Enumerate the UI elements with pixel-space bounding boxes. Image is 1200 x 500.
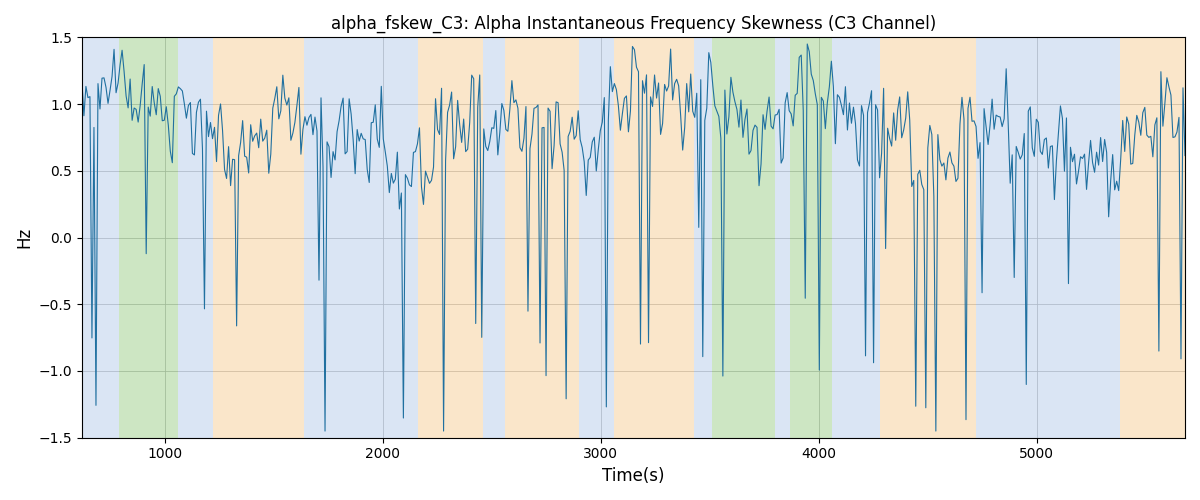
- Bar: [178, 38, 212, 438]
- Bar: [119, 38, 178, 438]
- Title: alpha_fskew_C3: Alpha Instantaneous Frequency Skewness (C3 Channel): alpha_fskew_C3: Alpha Instantaneous Freq…: [331, 15, 936, 34]
- Bar: [712, 38, 775, 438]
- Bar: [976, 38, 1013, 438]
- Bar: [832, 38, 880, 438]
- Bar: [1080, 38, 1120, 438]
- Y-axis label: Hz: Hz: [14, 227, 32, 248]
- Bar: [1013, 38, 1080, 438]
- Bar: [695, 38, 712, 438]
- Bar: [578, 38, 614, 438]
- Bar: [212, 38, 305, 438]
- Bar: [505, 38, 578, 438]
- Bar: [1120, 38, 1186, 438]
- Bar: [418, 38, 484, 438]
- Bar: [614, 38, 695, 438]
- Bar: [82, 38, 119, 438]
- Bar: [775, 38, 791, 438]
- Bar: [305, 38, 418, 438]
- Bar: [484, 38, 505, 438]
- X-axis label: Time(s): Time(s): [602, 467, 665, 485]
- Bar: [880, 38, 976, 438]
- Bar: [791, 38, 832, 438]
